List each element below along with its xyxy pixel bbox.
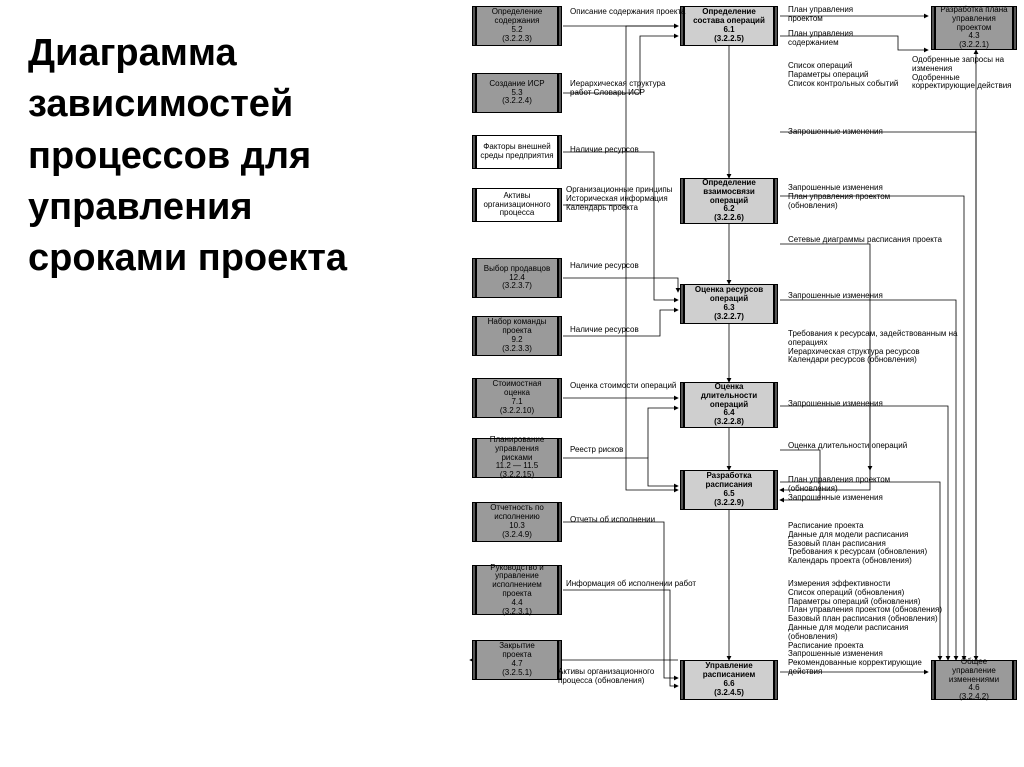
process-node-nA: Активыорганизационногопроцесса	[476, 188, 558, 222]
edge-label: Оценка длительности операций	[788, 442, 907, 451]
edge-label: Требования к ресурсам, задействованным н…	[788, 330, 968, 365]
edge-label: Запрошенные изменения	[788, 292, 883, 301]
process-node-n44: Руководство иуправлениеисполнениемпроект…	[476, 565, 558, 615]
process-node-n52: Определениесодержания5.2(3.2.2.3)	[476, 6, 558, 46]
edge-label: План управления проектом (обновления)Зап…	[788, 476, 938, 502]
edge-label: Наличие ресурсов	[570, 326, 639, 335]
edge-label: Запрошенные изменения	[788, 128, 883, 137]
edge-label: Отчеты об исполнении	[570, 516, 655, 525]
edge-label: Запрошенные измененияПлан управления про…	[788, 184, 928, 210]
edge-label: Иерархическая структура работ Словарь ИС…	[570, 80, 680, 98]
process-node-n71: Стоимостнаяоценка7.1(3.2.2.10)	[476, 378, 558, 418]
process-node-n124: Выбор продавцов12.4(3.2.3.7)	[476, 258, 558, 298]
edge-label: Наличие ресурсов	[570, 146, 639, 155]
edge-label: Расписание проектаДанные для модели расп…	[788, 522, 958, 566]
process-node-n61: Определениесостава операций6.1(3.2.2.5)	[684, 6, 774, 46]
diagram-canvas: Определениесодержания5.2(3.2.2.3) Создани…	[0, 0, 1024, 767]
edge-label: Организационные принципыИсторическая инф…	[566, 186, 680, 212]
edge-label: Запрошенные изменения	[788, 400, 883, 409]
process-node-n103: Отчетность поисполнению10.3(3.2.4.9)	[476, 502, 558, 542]
process-node-n112: Планированиеуправления рисками11.2 — 11.…	[476, 438, 558, 478]
edge-label: Информация об исполнении работ	[566, 580, 696, 589]
edge-label: Оценка стоимости операций	[570, 382, 676, 391]
process-node-n63: Оценка ресурсовопераций6.3(3.2.2.7)	[684, 284, 774, 324]
process-node-n53: Создание ИСР5.3(3.2.2.4)	[476, 73, 558, 113]
process-node-n47: Закрытиепроекта4.7(3.2.5.1)	[476, 640, 558, 680]
edge-label: Активы организационного процесса (обновл…	[558, 668, 678, 686]
edge-label: Одобренные запросы на измененияОдобренны…	[912, 56, 1012, 91]
process-node-nF: Факторы внешнейсреды предприятия	[476, 135, 558, 169]
process-node-n64: Оценкадлительностиопераций6.4(3.2.2.8)	[684, 382, 774, 428]
edge-label: Измерения эффективностиСписок операций (…	[788, 580, 958, 677]
edge-label: Список операцийПараметры операцийСписок …	[788, 62, 908, 88]
process-node-n66: Управлениерасписанием6.6(3.2.4.5)	[684, 660, 774, 700]
process-node-n62: Определениевзаимосвязиопераций6.2(3.2.2.…	[684, 178, 774, 224]
edge-label: Наличие ресурсов	[570, 262, 639, 271]
process-node-n92: Набор командыпроекта9.2(3.2.3.3)	[476, 316, 558, 356]
edge-label: План управления проектом	[788, 6, 878, 24]
edge-label: Сетевые диаграммы расписания проекта	[788, 236, 942, 245]
process-node-n65: Разработкарасписания6.5(3.2.2.9)	[684, 470, 774, 510]
edge-label: Реестр рисков	[570, 446, 623, 455]
edge-label: Описание содержания проекта	[570, 8, 686, 17]
edge-label: План управления содержанием	[788, 30, 878, 48]
process-node-n43: Разработка планауправленияпроектом4.3(3.…	[935, 6, 1013, 50]
